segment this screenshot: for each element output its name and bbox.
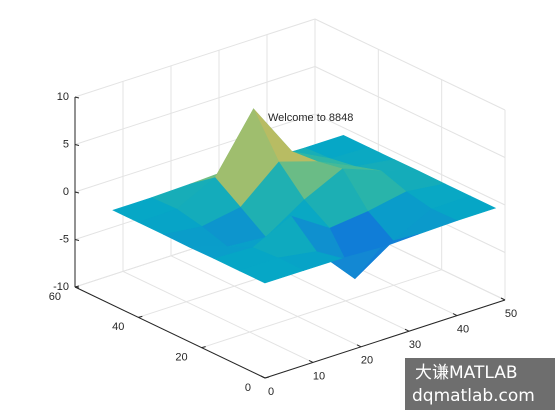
grid-line: [74, 66, 316, 145]
z-tick-label: -10: [53, 281, 69, 293]
x-tick-label: 0: [268, 386, 274, 398]
grid-line: [201, 269, 442, 349]
grid-line: [122, 270, 314, 363]
y-tick-label: 0: [245, 382, 251, 394]
z-tick-label: 10: [57, 91, 69, 103]
tick-mark: [404, 328, 410, 332]
tick-mark: [74, 144, 80, 146]
tick-mark: [74, 191, 80, 194]
axes: -10 -5 0 5 10 0 10 20 30 40 50 0 20 40 60: [49, 91, 517, 398]
tick-mark: [500, 297, 506, 301]
x-tick-label: 30: [409, 339, 421, 351]
y-tick-label: 60: [49, 291, 61, 303]
grid-line: [314, 18, 506, 111]
tick-mark: [308, 359, 314, 363]
tick-mark: [356, 344, 362, 348]
z-tick-label: -5: [59, 233, 69, 245]
watermark-box: [405, 358, 555, 410]
z-tick-label: 0: [63, 186, 69, 198]
annotation: Welcome to 8848: [268, 112, 353, 124]
x-tick-label: 20: [361, 355, 373, 367]
x-tick-label: 50: [505, 308, 517, 320]
tick-mark: [74, 239, 80, 241]
surface: [112, 108, 497, 284]
tick-mark: [452, 313, 458, 317]
y-axis: [74, 286, 266, 379]
z-tick-label: 5: [63, 138, 69, 150]
y-tick-label: 40: [112, 321, 124, 333]
tick-mark: [74, 96, 80, 99]
grid-line: [314, 66, 506, 158]
grid-line: [314, 113, 506, 206]
grid-line: [170, 255, 362, 348]
x-tick-label: 10: [313, 370, 325, 382]
x-tick-label: 40: [457, 324, 469, 336]
y-tick-label: 20: [175, 352, 187, 364]
x-axis: [264, 299, 506, 379]
grid-line: [74, 18, 316, 98]
surface-patch: [238, 257, 305, 284]
watermark: 大谦MATLAB dqmatlab.com: [405, 358, 555, 410]
grid-line: [74, 113, 316, 193]
watermark-line: dqmatlab.com: [412, 386, 535, 406]
watermark-line: 大谦MATLAB: [415, 363, 518, 383]
